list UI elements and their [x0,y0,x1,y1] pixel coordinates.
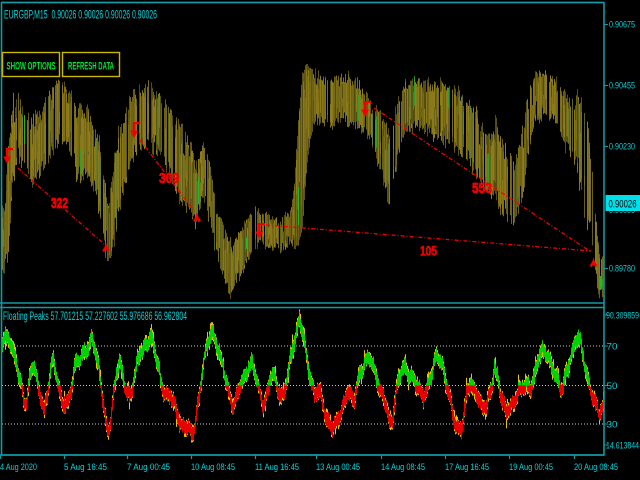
svg-text:14.613844: 14.613844 [606,441,639,452]
svg-text:17 Aug 16:45: 17 Aug 16:45 [445,462,489,473]
svg-text:13 Aug 00:45: 13 Aug 00:45 [316,462,360,473]
svg-text:0.90026: 0.90026 [609,199,637,211]
svg-text:4 Aug 2020: 4 Aug 2020 [0,462,37,473]
svg-text:EURGBP,M15 0.90026 0.90026 0.: EURGBP,M15 0.90026 0.90026 0.90026 0.900… [4,10,157,22]
svg-text:19 Aug 00:45: 19 Aug 00:45 [509,462,553,473]
svg-text:0.90675: 0.90675 [609,20,635,31]
svg-text:50: 50 [607,381,618,392]
svg-text:322: 322 [51,195,68,212]
svg-text:30: 30 [607,420,618,431]
svg-text:0.90455: 0.90455 [609,81,635,92]
svg-text:14 Aug 08:45: 14 Aug 08:45 [381,462,425,473]
svg-text:0.89780: 0.89780 [609,264,635,275]
svg-text:309: 309 [159,170,179,187]
svg-text:20 Aug 08:45: 20 Aug 08:45 [574,462,618,473]
svg-text:0.90230: 0.90230 [609,142,635,153]
svg-text:553: 553 [472,180,492,197]
svg-text:Floating Peaks 57.701215 57.22: Floating Peaks 57.701215 57.227602 55.97… [3,311,187,323]
svg-text:5 Aug 16:45: 5 Aug 16:45 [64,462,107,473]
svg-text:REFRESH DATA: REFRESH DATA [68,61,114,73]
svg-text:70: 70 [607,342,618,353]
svg-text:10 Aug 08:45: 10 Aug 08:45 [191,462,235,473]
svg-text:7 Aug 00:45: 7 Aug 00:45 [127,462,170,473]
svg-text:90.309859: 90.309859 [606,311,639,322]
svg-text:11 Aug 16:45: 11 Aug 16:45 [255,462,299,473]
svg-text:SHOW OPTIONS: SHOW OPTIONS [7,61,56,73]
svg-text:105: 105 [420,244,437,259]
